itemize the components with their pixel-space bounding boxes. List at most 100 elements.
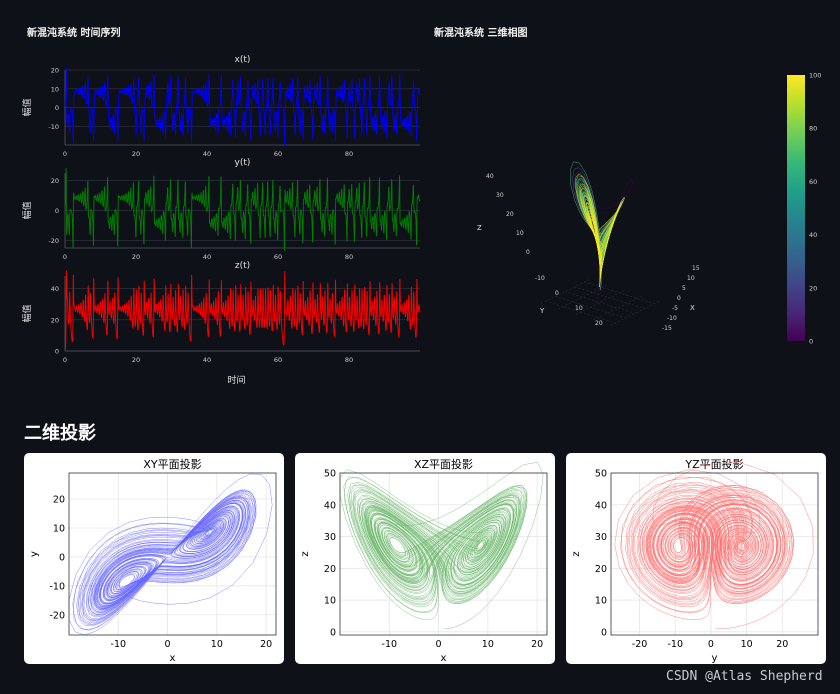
xy-ytick-label: 0	[59, 552, 65, 563]
xy-xtick-label: 20	[260, 639, 272, 650]
timeseries-chart: x(t) 幅值 20 10 0 -10 0 20 40 60 80 y(t) 幅值 20 0 -20 0 20 40…	[21, 55, 421, 386]
yz-xtick-label: -20	[632, 639, 648, 650]
phase-gridline	[545, 300, 616, 324]
x_t-series-line	[64, 67, 421, 147]
yz-plot-frame	[610, 472, 819, 636]
xz-ytick-label: 30	[324, 532, 336, 543]
phase-zaxis-label: Z	[477, 224, 482, 232]
xz-xtick-label: -10	[382, 639, 398, 650]
phase-gridline	[555, 296, 626, 319]
phase-ytick-label: -10	[535, 275, 545, 282]
colorbar-tick-label: 100	[809, 72, 821, 80]
yz-xtick-label: 10	[741, 639, 753, 650]
y_t-xtick-label: 60	[274, 253, 282, 261]
x_t-xtick-label: 0	[63, 150, 67, 158]
phase-yaxis-label: Y	[539, 307, 545, 315]
z_t-title: z(t)	[235, 261, 250, 271]
y_t-title: y(t)	[235, 158, 251, 168]
phase-xtick-label: -5	[672, 305, 678, 312]
y_t-xtick-label: 40	[203, 253, 211, 261]
xz-ytick-label: 10	[324, 596, 336, 607]
phase-portrait-title: 新混沌系统 三维相图	[434, 28, 528, 39]
phase-xtick-label: 5	[682, 285, 686, 292]
xz-projection-card: XZ平面投影 50 40 30 20 10 0 -10 0 10 20 x z	[295, 453, 555, 664]
phase-ytick-label: 0	[555, 290, 559, 297]
xy-title: XY平面投影	[143, 457, 201, 471]
z_t-xtick-label: 40	[203, 356, 211, 364]
phase-gridline	[575, 290, 625, 315]
yz-xtick-label: 20	[776, 639, 788, 650]
xy-projection-card: XY平面投影 20 10 0 -10 -20 -10 0 10 20 x y	[24, 453, 284, 664]
yz-xtick-label: -10	[667, 639, 683, 650]
xz-xtick-label: 10	[482, 639, 494, 650]
z_t-ytick-label: 0	[55, 348, 59, 356]
phase-xtick-label: -15	[662, 325, 672, 332]
yz-ytick-label: 10	[595, 596, 607, 607]
phase-xtick-label: 0	[677, 295, 681, 302]
phase-gridline	[593, 295, 642, 321]
xz-trajectory	[339, 462, 544, 630]
z_t-xtick-label: 20	[132, 356, 140, 364]
xz-projection-chart: XZ平面投影 50 40 30 20 10 0 -10 0 10 20 x z	[300, 457, 548, 664]
yz-ytick-label: 50	[595, 469, 607, 480]
xz-ylabel: z	[300, 551, 311, 556]
yz-ytick-label: 20	[595, 564, 607, 575]
phase-xtick-label: -10	[667, 315, 677, 322]
phase-xaxis-label: X	[690, 304, 695, 312]
phase-xtick-label: 10	[687, 275, 695, 282]
phase-portrait-3d-chart[interactable]: 403020100Z-1001020Y151050-5-10-15X100806…	[440, 60, 840, 380]
y_t-ytick-label: 20	[51, 177, 59, 185]
colorbar	[787, 75, 805, 341]
yz-ylabel: z	[571, 551, 582, 556]
x_t-ytick-label: 10	[51, 85, 59, 93]
yz-trajectory	[614, 462, 814, 630]
x_t-xtick-label: 60	[274, 150, 282, 158]
xy-ytick-label: 20	[53, 495, 65, 506]
y_t-ytick-label: -20	[48, 237, 59, 245]
y_t-ylabel: 幅值	[21, 201, 33, 219]
phase-ytick-label: 20	[595, 320, 603, 327]
colorbar-tick-label: 0	[809, 338, 813, 346]
yz-ytick-label: 0	[601, 627, 607, 638]
yz-xlabel: y	[712, 653, 718, 664]
watermark-text: CSDN @Atlas Shepherd	[666, 669, 823, 684]
z_t-xlabel: 时间	[227, 374, 245, 386]
x_t-ytick-label: 20	[51, 67, 59, 75]
yz-projection-card: YZ平面投影 50 40 30 20 10 0 -20 -10 0 10 20 y z	[566, 453, 826, 664]
xy-ytick-label: -10	[49, 581, 65, 592]
x_t-ytick-label: 0	[55, 104, 59, 112]
phase-ztick-label: 10	[516, 230, 524, 237]
phase-ztick-label: 0	[526, 249, 530, 256]
z_t-ytick-label: 20	[51, 316, 59, 324]
x_t-ytick-label: -10	[48, 123, 59, 131]
x_t-xtick-label: 20	[132, 150, 140, 158]
xy-plot-frame	[68, 472, 277, 636]
phase-gridline	[558, 284, 607, 310]
colorbar-tick-label: 20	[809, 284, 817, 292]
z_t-xtick-label: 80	[345, 356, 353, 364]
xy-ylabel: y	[29, 551, 40, 557]
xy-xtick-label: 10	[211, 639, 223, 650]
y_t-xtick-label: 20	[132, 253, 140, 261]
timeseries-title: 新混沌系统 时间序列	[27, 28, 121, 39]
y_t-ytick-label: 0	[55, 207, 59, 215]
phase-xtick-label: 15	[692, 265, 700, 272]
xy-ytick-label: -20	[49, 610, 65, 621]
xz-title: XZ平面投影	[414, 457, 473, 471]
y_t-series-line	[64, 167, 421, 251]
y_t-xtick-label: 0	[63, 253, 67, 261]
yz-ytick-label: 30	[595, 532, 607, 543]
yz-xtick-label: 0	[708, 639, 714, 650]
phase-gridline	[540, 279, 590, 304]
colorbar-tick-label: 40	[809, 231, 817, 239]
projection-section-title: 二维投影	[24, 423, 96, 444]
xz-xlabel: x	[441, 653, 447, 664]
y_t-xtick-label: 80	[345, 253, 353, 261]
yz-ytick-label: 40	[595, 500, 607, 511]
xz-xtick-label: 20	[531, 639, 543, 650]
xz-ytick-label: 20	[324, 564, 336, 575]
phase-ytick-label: 10	[575, 305, 583, 312]
xy-xtick-label: 0	[165, 639, 171, 650]
xz-plot-frame	[339, 472, 548, 636]
